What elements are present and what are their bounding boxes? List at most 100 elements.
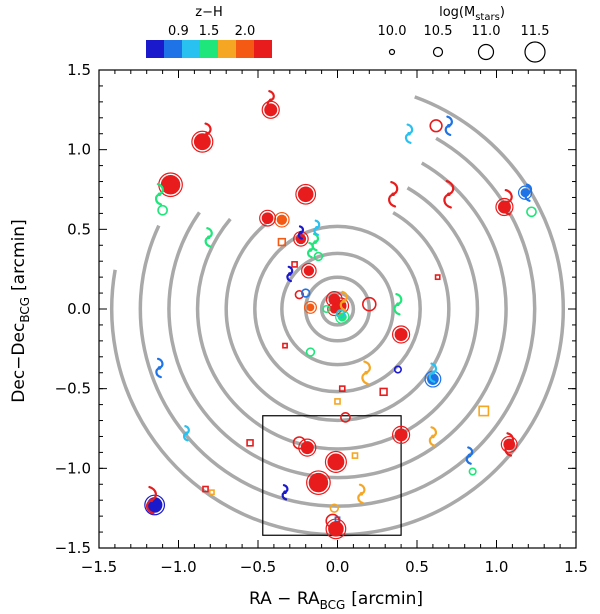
size-legend-circle [477, 43, 495, 61]
size-legend-label: 10.5 [424, 24, 453, 39]
spiral-galaxy-marker-core [315, 225, 319, 230]
square-marker [334, 398, 341, 405]
open-galaxy-marker [313, 251, 324, 262]
y-tick-label: −0.5 [55, 380, 91, 398]
open-galaxy-marker [157, 204, 168, 216]
size-legend-circle [432, 46, 444, 58]
spiral-galaxy-marker-core [157, 366, 162, 370]
filled-galaxy-marker-ring [495, 197, 514, 217]
open-galaxy-marker [526, 206, 537, 218]
open-galaxy-marker [340, 411, 351, 423]
size-legend-label: 11.0 [472, 24, 501, 39]
spiral-galaxy-marker-core [431, 434, 435, 439]
galaxy-markers [144, 90, 537, 540]
y-tick-label: 1.0 [67, 141, 91, 159]
y-tick-label: 1.5 [67, 61, 91, 79]
square-marker [379, 387, 388, 397]
size-legend-circle [524, 41, 546, 63]
open-galaxy-marker [468, 467, 477, 476]
filled-galaxy-marker-ring [392, 425, 411, 444]
spiral-galaxy-marker-core [299, 230, 303, 235]
size-legend-title: log(Mstars) [439, 5, 505, 23]
color-legend-title: z−H [195, 5, 223, 20]
ring-arc [109, 95, 566, 537]
ring [280, 251, 395, 367]
ring [253, 224, 422, 394]
x-tick-label: 0.0 [326, 558, 350, 576]
filled-galaxy-marker [276, 214, 288, 225]
square-marker [351, 452, 359, 459]
filled-galaxy-marker [303, 265, 315, 276]
spiral-galaxy-marker-core [313, 240, 318, 244]
ring-arc [167, 161, 508, 480]
filled-galaxy-marker [308, 472, 329, 493]
spiral-galaxy-marker-core [205, 131, 209, 136]
color-legend-label: 1.5 [199, 24, 220, 39]
open-galaxy-marker [294, 289, 305, 300]
open-galaxy-marker [329, 503, 340, 513]
plot-axes: −1.5−1.5 −1.0 −1.0 −0.5 −0.5 0.0 0.0 0.5 0.5 1.0 1… [55, 61, 588, 576]
x-axis-title: RA − RABCG [arcmin] [249, 589, 423, 612]
filled-galaxy-marker-ring [327, 301, 342, 317]
square-marker [208, 489, 215, 496]
filled-galaxy-marker-ring [303, 300, 317, 314]
filled-galaxy-marker [520, 188, 530, 198]
spiral-galaxy-marker-core [505, 200, 510, 205]
y-axis-title: Dec−DecBCG[arcmin] [9, 219, 32, 402]
spiral-galaxy-marker-core [467, 453, 472, 458]
spiral-galaxy-marker-core [447, 192, 451, 197]
y-tick-label: 0.0 [67, 300, 91, 318]
x-tick-label: 1.0 [485, 558, 509, 576]
filled-galaxy-marker-ring [324, 450, 347, 474]
filled-galaxy-marker [306, 303, 315, 312]
open-galaxy-marker [335, 309, 346, 319]
open-galaxy-marker [429, 119, 443, 133]
x-tick-label: 1.5 [564, 558, 588, 576]
filled-galaxy-marker [327, 453, 345, 471]
color-legend-label: 2.0 [235, 24, 256, 39]
y-tick-label: 0.5 [67, 220, 91, 238]
square-marker [246, 439, 254, 447]
spiral-galaxy-marker-core [391, 192, 395, 197]
size-legend-label: 10.0 [378, 24, 407, 39]
spiral-galaxy-marker-core [206, 235, 211, 240]
filled-galaxy-marker-ring [295, 183, 317, 205]
x-tick-label: −1.0 [160, 558, 196, 576]
open-galaxy-marker [322, 304, 331, 314]
filled-galaxy-marker [193, 133, 211, 151]
spiral-galaxy-marker-core [507, 442, 512, 447]
inset-box [262, 415, 402, 536]
spiral-galaxy-marker-core [447, 123, 451, 128]
ring-arc [195, 186, 480, 451]
square-marker [291, 261, 298, 268]
filled-galaxy-marker-ring [301, 262, 317, 279]
spiral-galaxy-marker-core [407, 131, 411, 136]
spiral-galaxy-marker-core [157, 192, 162, 197]
filled-galaxy-marker-ring [325, 518, 347, 540]
filled-galaxy-marker-ring [306, 470, 331, 496]
ring-arc [224, 211, 451, 423]
square-marker [202, 485, 209, 493]
y-tick-label: −1.0 [55, 459, 91, 477]
color-bin [254, 40, 272, 58]
filled-galaxy-marker-ring [191, 130, 214, 153]
filled-galaxy-marker-ring [144, 494, 166, 516]
color-bin [200, 40, 218, 58]
spiral-galaxy-marker-core [364, 370, 368, 375]
spiral-galaxy-marker-core [288, 272, 292, 276]
color-bin [182, 40, 200, 58]
spiral-galaxy-marker-core [526, 190, 531, 195]
open-galaxy-marker [305, 347, 316, 357]
square-marker [338, 385, 346, 393]
filled-galaxy-marker [427, 373, 439, 385]
filled-galaxy-marker-ring [392, 325, 411, 344]
open-galaxy-marker [361, 296, 377, 312]
filled-galaxy-marker [160, 174, 181, 195]
ring [303, 275, 372, 343]
size-legend-label: 11.5 [521, 24, 550, 39]
filled-galaxy-marker [329, 304, 339, 314]
filled-galaxy-marker [394, 428, 408, 442]
color-bin [218, 40, 236, 58]
size-legend-circle [388, 48, 396, 56]
